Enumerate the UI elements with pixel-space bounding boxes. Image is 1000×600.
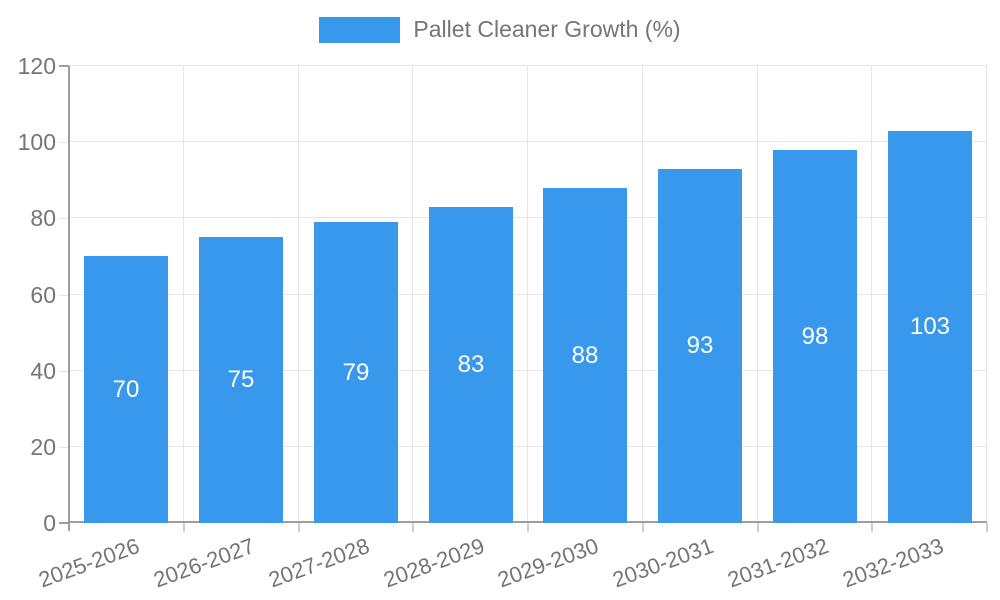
bar-2028-2029[interactable]: 83 [429, 207, 513, 523]
x-tick-mark [183, 523, 185, 532]
y-tick-mark [59, 65, 69, 67]
x-tick-label-2025-2026: 2025-2026 [35, 533, 143, 593]
y-tick-label-120: 120 [17, 53, 56, 79]
y-tick-label-60: 60 [30, 282, 56, 308]
x-axis-line [69, 521, 987, 523]
x-tick-mark [871, 523, 873, 532]
y-tick-label-20: 20 [30, 434, 56, 460]
v-gridline [412, 66, 413, 523]
y-tick-mark [59, 447, 69, 448]
y-tick-label-100: 100 [17, 129, 56, 155]
h-gridline [69, 141, 987, 142]
y-tick-label-80: 80 [30, 205, 56, 231]
v-gridline [183, 66, 184, 523]
bar-value-label: 79 [342, 358, 370, 386]
bar-2031-2032[interactable]: 98 [773, 150, 857, 523]
x-tick-label-2032-2033: 2032-2033 [839, 533, 947, 593]
y-tick-mark [59, 218, 69, 219]
h-gridline [69, 294, 987, 295]
v-gridline [527, 66, 528, 523]
bar-2026-2027[interactable]: 75 [199, 237, 283, 523]
bar-value-label: 70 [112, 375, 140, 403]
y-tick-label-0: 0 [43, 510, 56, 536]
h-gridline [69, 217, 987, 218]
x-tick-mark [412, 523, 414, 532]
v-gridline [986, 66, 987, 523]
x-tick-mark [986, 523, 988, 532]
y-tick-mark [59, 522, 69, 524]
x-tick-mark [527, 523, 529, 532]
y-axis-line [68, 66, 70, 531]
bar-2030-2031[interactable]: 93 [658, 169, 742, 523]
x-tick-label-2027-2028: 2027-2028 [265, 533, 373, 593]
v-gridline [642, 66, 643, 523]
y-tick-mark [59, 142, 69, 143]
legend-swatch [319, 16, 401, 43]
h-gridline [69, 370, 987, 371]
bar-value-label: 88 [571, 341, 599, 369]
y-tick-mark [59, 371, 69, 372]
legend-label: Pallet Cleaner Growth (%) [413, 16, 681, 42]
h-gridline [69, 446, 987, 447]
bar-2025-2026[interactable]: 70 [84, 256, 168, 523]
plot-area: 0 20 40 60 80 100 120 70 75 79 83 88 93 98 103 2025-202… [18, 53, 988, 592]
x-tick-mark [298, 523, 300, 532]
v-gridline [871, 66, 872, 523]
h-gridline [69, 65, 987, 66]
x-tick-mark [757, 523, 759, 532]
x-tick-mark [642, 523, 644, 532]
y-tick-mark [59, 295, 69, 296]
bar-value-label: 83 [457, 351, 485, 378]
bar-value-label: 93 [686, 332, 714, 359]
legend[interactable]: Pallet Cleaner Growth (%) [0, 16, 1000, 43]
bar-2029-2030[interactable]: 88 [543, 188, 627, 523]
x-tick-label-2029-2030: 2029-2030 [494, 533, 602, 593]
y-tick-label-40: 40 [30, 358, 56, 384]
x-tick-label-2026-2027: 2026-2027 [150, 533, 258, 593]
bar-value-label: 98 [801, 322, 829, 350]
v-gridline [298, 66, 299, 523]
x-tick-label-2028-2029: 2028-2029 [380, 533, 488, 593]
v-gridline [757, 66, 758, 523]
bar-value-label: 75 [227, 366, 255, 393]
bar-value-label: 103 [909, 313, 951, 340]
bar-2027-2028[interactable]: 79 [314, 222, 398, 523]
bar-2032-2033[interactable]: 103 [888, 131, 972, 523]
x-tick-label-2031-2032: 2031-2032 [724, 533, 832, 593]
x-tick-label-2030-2031: 2030-2031 [609, 533, 717, 593]
